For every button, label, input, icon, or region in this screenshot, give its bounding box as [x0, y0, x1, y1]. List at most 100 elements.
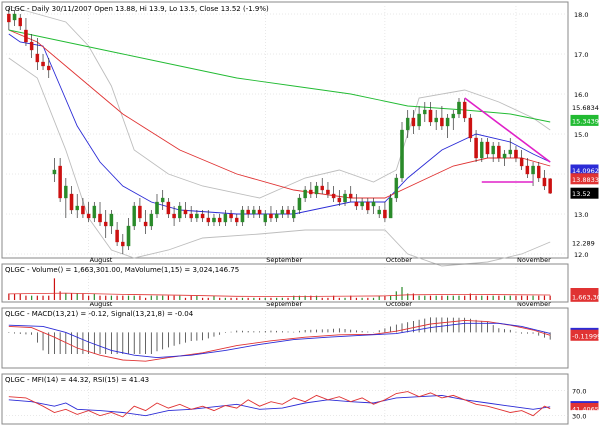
volume-bar — [384, 295, 386, 300]
candle-body — [126, 225, 131, 247]
candle-body — [497, 145, 501, 159]
volume-bar — [201, 297, 204, 300]
volume-bar — [543, 295, 546, 300]
volume-bar — [179, 295, 181, 300]
volume-ma-line — [8, 292, 551, 297]
volume-bar — [247, 297, 249, 300]
volume-bar — [253, 297, 255, 300]
candle-body — [326, 189, 330, 195]
candle-body — [462, 101, 467, 119]
volume-bar — [25, 295, 27, 300]
candle-body — [548, 178, 552, 194]
candle-body — [286, 209, 290, 215]
band-upper-line — [8, 5, 551, 199]
volume-bar — [344, 297, 346, 300]
volume-bar — [418, 295, 420, 300]
candle-body — [115, 229, 119, 243]
candle-body — [428, 109, 433, 123]
price-y-tick-label: 16.0 — [574, 91, 588, 99]
mfi-panel-frame — [1, 373, 569, 425]
candle-body — [440, 117, 444, 127]
candle-body — [178, 205, 182, 219]
candle-body — [189, 213, 193, 219]
price-y-tick-label: 12.0 — [574, 251, 588, 259]
candle-body — [537, 165, 541, 179]
candle-body — [143, 221, 148, 227]
volume-bar — [441, 295, 443, 300]
band-lower-line — [8, 57, 551, 267]
candle-body — [377, 209, 381, 215]
candle-body — [206, 217, 211, 223]
volume-bar — [133, 295, 135, 300]
mfi-value-label: 30.0 — [572, 413, 586, 421]
volume-bar — [435, 295, 437, 300]
candle-body — [525, 165, 530, 175]
volume-bar — [549, 295, 551, 300]
candle-body — [309, 189, 313, 195]
candle-body — [229, 213, 233, 219]
mfi-title: QLGC - MFI(14) = 44.32, RSI(15) = 41.43 — [5, 376, 149, 384]
candle-body — [81, 205, 85, 215]
candle-body — [18, 17, 22, 27]
candle-body — [7, 13, 11, 23]
volume-bar — [538, 295, 540, 300]
candle-body — [29, 41, 34, 51]
volume-bar — [42, 295, 44, 300]
month-labels: August August September September October Oct… — [90, 256, 551, 308]
volume-bar — [213, 295, 215, 300]
volume-bar — [492, 295, 494, 300]
candle-body — [383, 209, 387, 219]
volume-bar — [481, 295, 483, 300]
volume-bar — [287, 297, 289, 300]
candle-body — [508, 149, 513, 155]
candle-body — [58, 165, 62, 199]
candle-body — [223, 213, 228, 223]
candle-body — [86, 213, 91, 219]
volume-bar — [526, 295, 528, 300]
month-label: October — [386, 256, 412, 264]
volume-bar — [446, 295, 449, 300]
candle-body — [98, 213, 102, 223]
volume-bar — [190, 295, 192, 300]
volume-bar — [293, 295, 295, 300]
volume-bar — [122, 295, 124, 300]
volume-bar — [321, 297, 323, 300]
volume-bar — [8, 293, 10, 300]
candle-body — [297, 197, 302, 211]
volume-bar — [298, 295, 301, 300]
volume-bar — [167, 295, 169, 300]
volume-bar — [105, 295, 107, 300]
mfi-value-label: 41.4065 — [572, 405, 599, 413]
ma-long-line — [8, 29, 551, 123]
volume-bar — [116, 295, 118, 300]
price-value-label: 13.8833 — [572, 176, 599, 184]
price-y-tick-label: 18.0 — [574, 11, 588, 19]
volume-bar — [139, 295, 141, 300]
price-value-label-bg — [570, 173, 599, 185]
mfi-rsi-lines — [8, 391, 551, 418]
candle-body — [337, 197, 342, 203]
candle-body — [166, 201, 171, 215]
volume-bar — [521, 295, 523, 300]
candle-body — [246, 209, 250, 215]
candle-body — [519, 157, 524, 167]
volume-bar — [429, 295, 432, 300]
volume-bar — [333, 295, 335, 300]
candle-body — [92, 205, 97, 219]
candle-body — [291, 209, 296, 219]
volume-bar — [509, 295, 511, 300]
volume-bar — [99, 295, 101, 300]
candle-body — [121, 241, 125, 247]
month-label: August — [90, 256, 113, 264]
macd-line — [8, 319, 551, 362]
volume-bar — [144, 297, 147, 300]
volume-bar — [224, 297, 226, 300]
volume-bar — [372, 297, 375, 300]
candle-body — [195, 213, 199, 219]
candle-body — [480, 141, 484, 159]
price-value-label: 15.3439 — [572, 117, 599, 125]
volume-bar — [13, 293, 16, 300]
volume-bar — [378, 295, 380, 300]
volume-bar — [82, 293, 84, 300]
price-value-label-bg — [570, 236, 599, 248]
